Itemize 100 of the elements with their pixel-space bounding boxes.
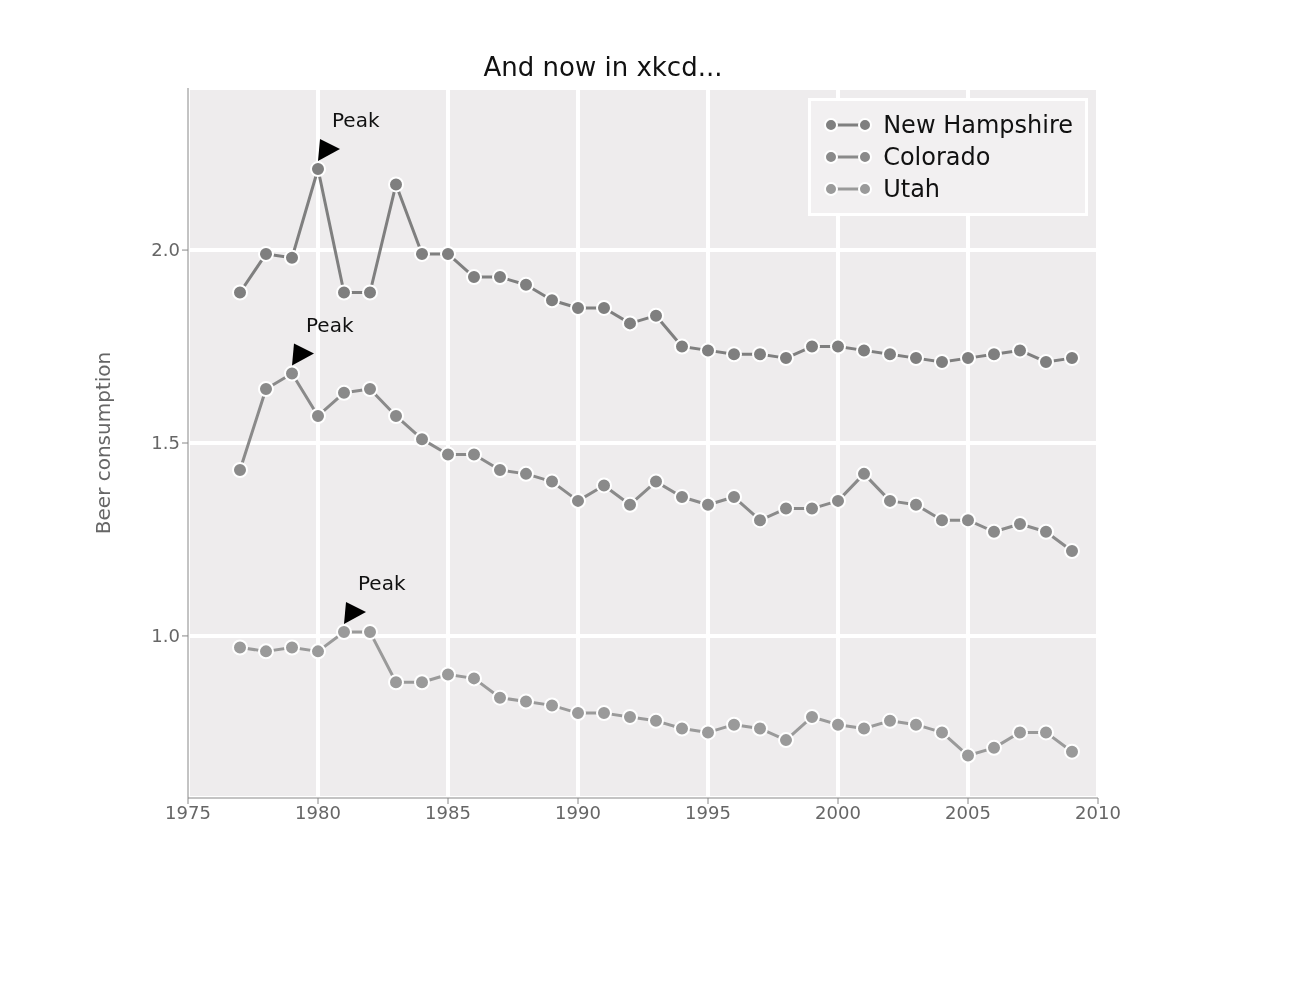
point: [622, 496, 638, 513]
point: [258, 643, 274, 660]
x-tick-label: 1985: [425, 801, 471, 823]
point: [388, 176, 404, 193]
point: [908, 496, 924, 513]
point: [648, 473, 664, 490]
point: [518, 276, 534, 293]
point: [570, 492, 586, 509]
point: [700, 342, 716, 359]
point: [596, 299, 612, 316]
point: [284, 639, 300, 656]
y-tick-label: 1.0: [151, 625, 180, 647]
annotation: Peak: [332, 108, 380, 133]
point: [856, 342, 872, 359]
annotation: Peak: [358, 571, 406, 596]
point: [648, 712, 664, 729]
legend-label: Colorado: [883, 143, 991, 171]
legend-label: New Hampshire: [883, 111, 1073, 139]
point: [362, 624, 378, 641]
point: [336, 284, 352, 301]
point: [310, 161, 326, 178]
point: [726, 489, 742, 506]
point: [466, 670, 482, 687]
point: [882, 346, 898, 363]
point: [1038, 353, 1054, 370]
point: [570, 299, 586, 316]
chart-title: And now in xkcd...: [483, 52, 723, 82]
point: [518, 693, 534, 710]
point: [804, 500, 820, 517]
point: [232, 284, 248, 301]
point: [700, 724, 716, 741]
point: [362, 380, 378, 397]
point: [310, 407, 326, 424]
annotation: Peak: [306, 312, 354, 337]
point: [232, 639, 248, 656]
point: [752, 720, 768, 737]
point: [388, 407, 404, 424]
point: [856, 720, 872, 737]
point: [440, 666, 456, 683]
point: [674, 720, 690, 737]
x-tick-label: 2010: [1075, 801, 1121, 823]
point: [1064, 743, 1080, 760]
point: [934, 512, 950, 529]
x-tick-label: 2005: [945, 801, 991, 823]
point: [830, 716, 846, 733]
point: [466, 269, 482, 286]
point: [440, 245, 456, 262]
x-tick-label: 2000: [815, 801, 861, 823]
point: [518, 465, 534, 482]
point: [882, 712, 898, 729]
y-tick-label: 2.0: [151, 239, 180, 261]
x-tick-label: 1975: [165, 801, 211, 823]
point: [804, 338, 820, 355]
point: [752, 512, 768, 529]
point: [414, 674, 430, 691]
legend-label: Utah: [883, 175, 941, 203]
y-tick-label: 1.5: [151, 432, 180, 454]
point: [752, 346, 768, 363]
point: [1038, 724, 1054, 741]
point: [700, 496, 716, 513]
y-axis-title: Beer consumption: [91, 351, 116, 535]
point: [362, 284, 378, 301]
point: [726, 716, 742, 733]
point: [882, 492, 898, 509]
point: [856, 465, 872, 482]
point: [986, 523, 1002, 540]
point: [1038, 523, 1054, 540]
point: [310, 643, 326, 660]
point: [492, 269, 508, 286]
point: [778, 732, 794, 749]
point: [1064, 350, 1080, 367]
point: [1012, 516, 1028, 533]
point: [934, 724, 950, 741]
point: [388, 674, 404, 691]
point: [726, 346, 742, 363]
point: [648, 307, 664, 324]
point: [960, 747, 976, 764]
point: [622, 315, 638, 332]
point: [544, 292, 560, 309]
point: [960, 512, 976, 529]
point: [674, 489, 690, 506]
point: [778, 350, 794, 367]
point: [284, 249, 300, 266]
point: [778, 500, 794, 517]
x-tick-label: 1990: [555, 801, 601, 823]
point: [908, 716, 924, 733]
point: [674, 338, 690, 355]
point: [232, 462, 248, 479]
point: [830, 338, 846, 355]
point: [544, 473, 560, 490]
point: [596, 705, 612, 722]
point: [934, 353, 950, 370]
point: [336, 384, 352, 401]
point: [258, 245, 274, 262]
point: [570, 705, 586, 722]
point: [804, 708, 820, 725]
point: [492, 462, 508, 479]
point: [414, 245, 430, 262]
point: [414, 431, 430, 448]
point: [986, 346, 1002, 363]
